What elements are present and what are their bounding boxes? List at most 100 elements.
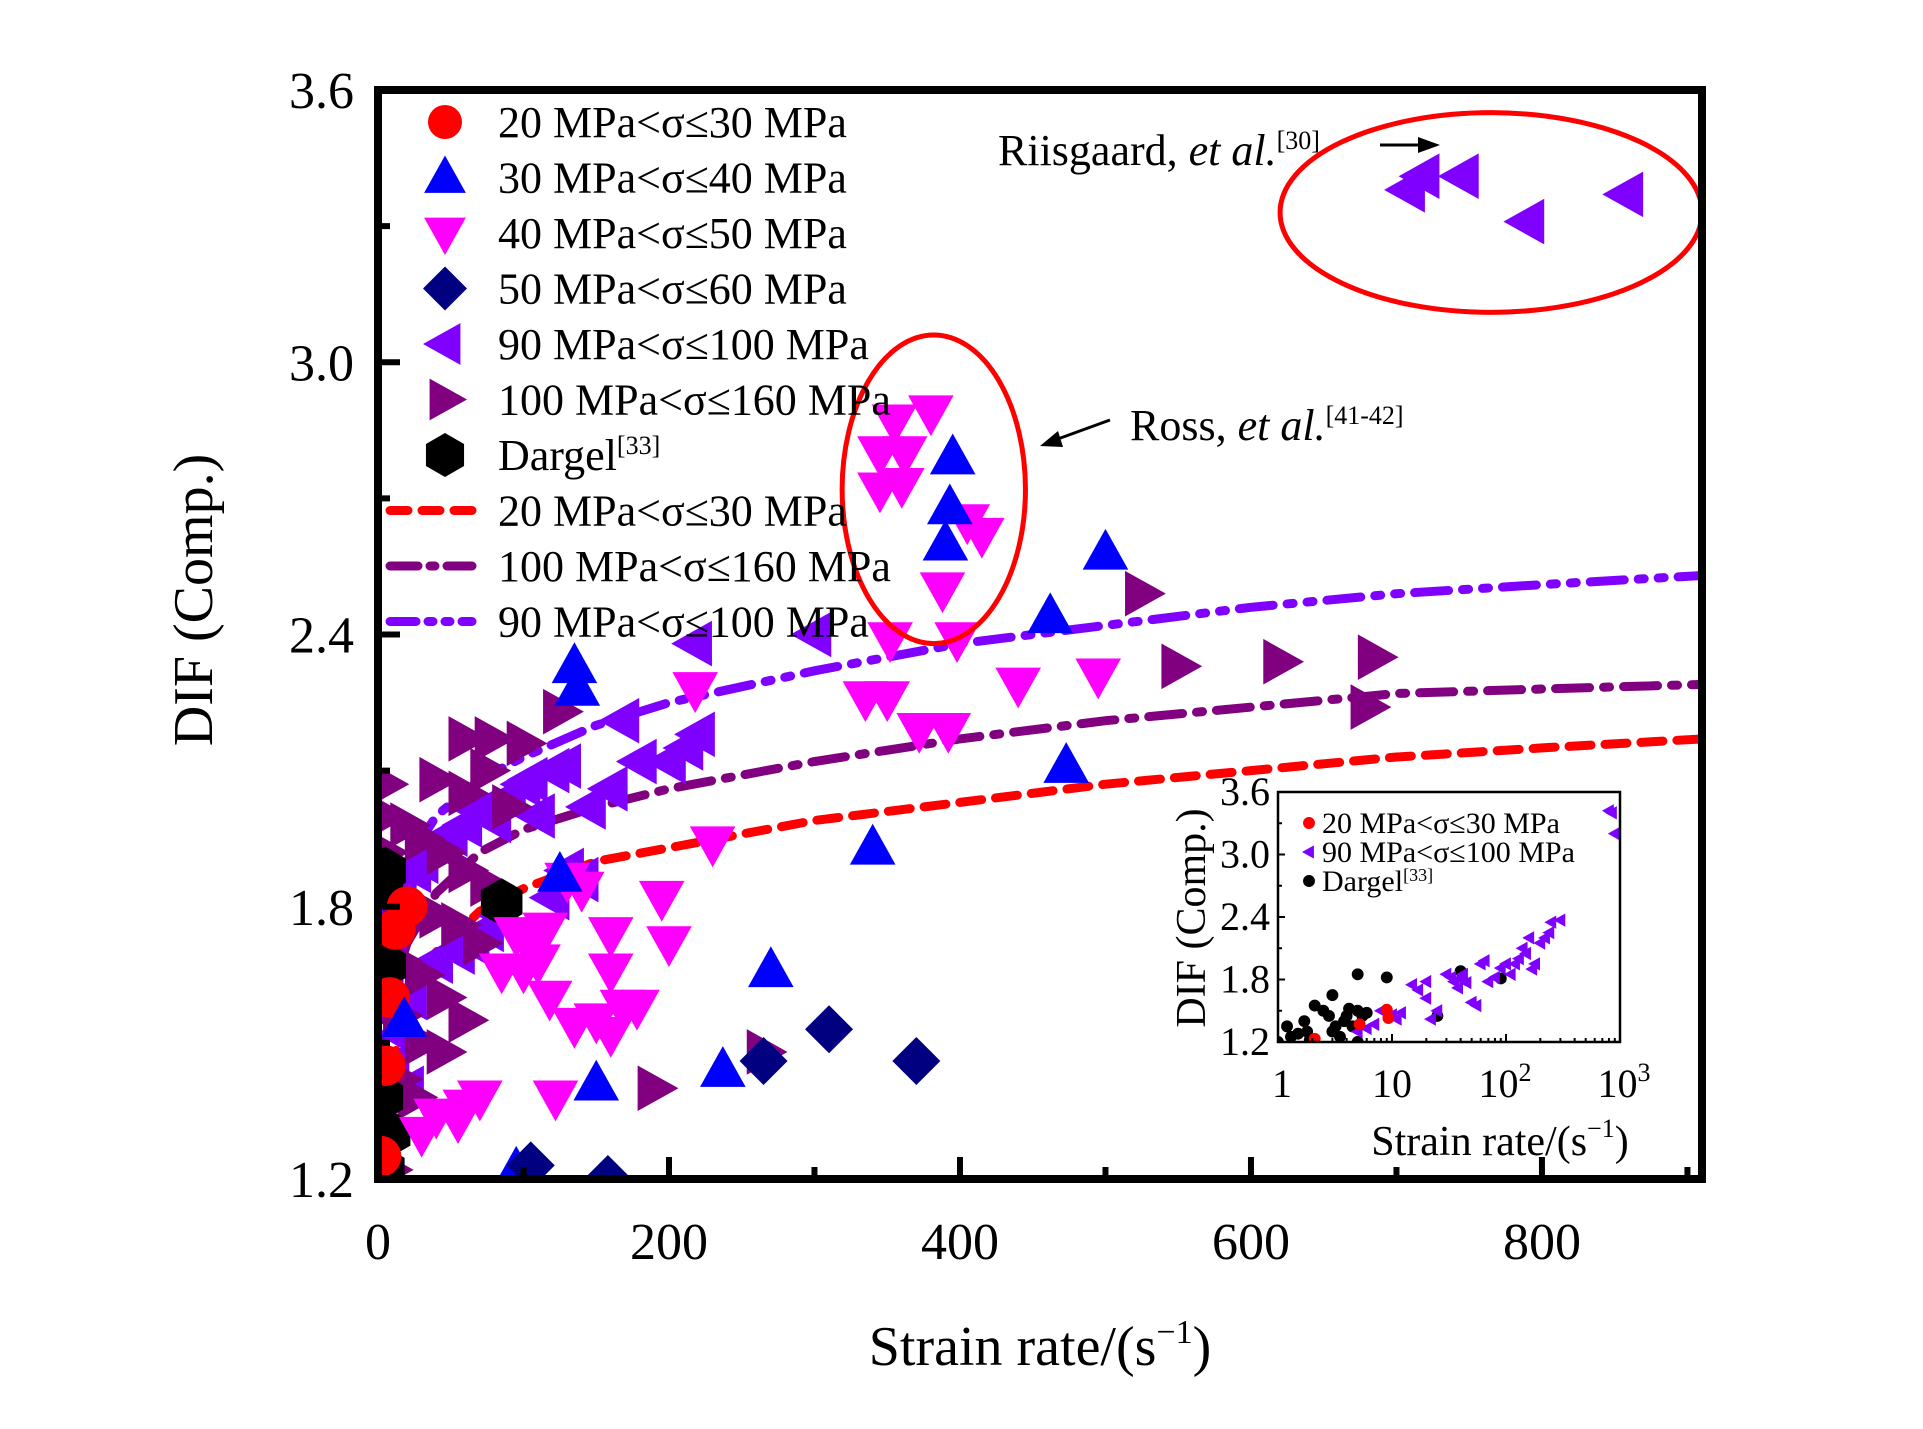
data-point-triangle-left [1437,153,1479,200]
inset-data-point-triangle-left [1419,974,1432,989]
data-point-triangle-right [378,766,410,802]
data-point-triangle-down [871,404,918,446]
inset-legend-marker-circle [1303,817,1315,829]
inset-data-point-circle [1308,999,1321,1012]
data-point-triangle-down [522,912,569,954]
data-point-triangle-left [586,765,628,812]
y-tick-label: 2.4 [289,608,354,665]
data-point-triangle-up [573,1059,620,1101]
inset-x-tick-label: 103 [1598,1058,1651,1106]
data-point-triangle-left [1398,153,1440,200]
inset-data-point-triangle-left [1499,957,1511,971]
x-tick-label: 0 [365,1214,391,1271]
inset-data-point-triangle-left [1487,970,1500,985]
data-point-triangle-up [922,519,969,561]
inset-data-point-triangle-left [1424,1012,1436,1026]
data-point-triangle-right [448,847,490,894]
inset-y-tick-label: 1.8 [1220,957,1270,1002]
data-point-triangle-down [1075,658,1121,700]
data-point-triangle-left [598,697,640,744]
data-point-triangle-down [614,989,660,1031]
data-point-triangle-down [672,672,718,713]
legend-item: 30 MPa<σ≤40 MPa [424,154,847,203]
x-tick-label: 600 [1212,1214,1290,1271]
inset-data-point-circle [1298,1015,1311,1028]
data-point-diamond [739,1037,788,1086]
axis-ticks [375,87,1691,1182]
inset-data-point-triangle-left [1503,967,1516,981]
inset-data-point-triangle-left [1544,915,1557,929]
data-point-triangle-down [925,712,972,754]
inset-y-tick-label: 2.4 [1220,894,1270,939]
data-point-triangle-down [457,1080,503,1122]
data-point-triangle-right [1350,684,1392,730]
legend-label: 90 MPa<σ≤100 MPa [498,320,869,369]
data-point-triangle-up [1082,528,1129,570]
inset-legend-item: 90 MPa<σ≤100 MPa [1302,836,1575,869]
data-point-triangle-down [551,1007,598,1049]
legend-item: 100 MPa<σ≤160 MPa [385,542,891,591]
data-point-triangle-left [514,793,555,839]
inset-axis-ticks [1277,791,1616,1043]
legend-marker-triangle-up [424,155,466,193]
inset-x-tick-label: 102 [1479,1058,1532,1106]
data-point-triangle-down [532,1080,579,1122]
x-tick-label: 200 [630,1214,708,1271]
legend-item: 100 MPa<σ≤160 MPa [429,376,891,425]
legend-marker-triangle-down [424,217,466,255]
inset-y-tick-label: 3.6 [1220,769,1270,814]
inset-data-point-circle [1334,1030,1346,1042]
legend-marker-circle [428,105,462,139]
data-point-triangle-down [689,826,736,868]
data-point-triangle-right [637,1065,679,1112]
ross-arrowhead [1040,431,1063,447]
data-point-triangle-down [864,681,911,723]
data-point-triangle-left [644,738,686,785]
inset-data-point-circle [1326,989,1339,1002]
data-point-triangle-up [537,850,583,892]
data-point-triangle-right [1161,643,1203,690]
inset-data-point-triangle-left [1359,1021,1372,1036]
inset-legend-item: Dargel[33] [1303,865,1433,898]
legend-marker-hexagon [425,433,465,477]
inset-data-point-triangle-left [1411,983,1424,997]
data-point-triangle-down [587,953,634,995]
inset-y-tick-label: 1.2 [1220,1019,1270,1064]
data-point-triangle-left [412,938,453,984]
inset-data-point-triangle-left [1607,827,1620,841]
data-point-triangle-up [554,664,601,706]
x-axis-title: Strain rate/(s−1) [869,1314,1212,1378]
legend-label: Dargel[33] [498,431,660,480]
data-point-triangle-left [615,738,657,785]
legend-label: 100 MPa<σ≤160 MPa [498,542,891,591]
data-point-triangle-up [1027,592,1073,634]
data-point-triangle-up [381,996,427,1037]
data-point-triangle-down [896,712,943,754]
inset-x-tick-label: 10 [1372,1061,1412,1106]
inset-legend-label: 90 MPa<σ≤100 MPa [1322,836,1575,869]
legend-item: 40 MPa<σ≤50 MPa [424,209,847,258]
data-point-triangle-down [881,436,928,477]
data-point-triangle-right [397,1074,439,1121]
data-point-triangle-down [919,572,966,614]
data-point-diamond [506,1141,555,1179]
legend-item: 20 MPa<σ≤30 MPa [385,487,847,536]
inset-y-tick-label: 3.0 [1220,832,1270,877]
legend-label: 20 MPa<σ≤30 MPa [498,487,847,536]
y-tick-label: 1.8 [289,880,354,937]
inset-data-point-triangle-left [1519,946,1531,961]
ross-ellipse [839,332,1028,647]
inset-y-axis-title: DIF (Comp.) [1169,808,1215,1027]
inset-data-point-triangle-left [1469,998,1482,1013]
inset-data-point-triangle-left [1604,806,1617,820]
data-point-triangle-right [506,720,548,767]
inset-data-point-triangle-left [1528,957,1541,971]
legend-label: 50 MPa<σ≤60 MPa [498,265,847,314]
data-point-triangle-down [646,926,692,968]
inset-x-tick-label: 1 [1272,1061,1292,1106]
inset-data-point-triangle-left [1542,925,1555,940]
data-point-triangle-right [404,815,446,862]
inset-data-point-circle [1329,1020,1342,1033]
legend-item: 20 MPa<σ≤30 MPa [428,98,847,147]
